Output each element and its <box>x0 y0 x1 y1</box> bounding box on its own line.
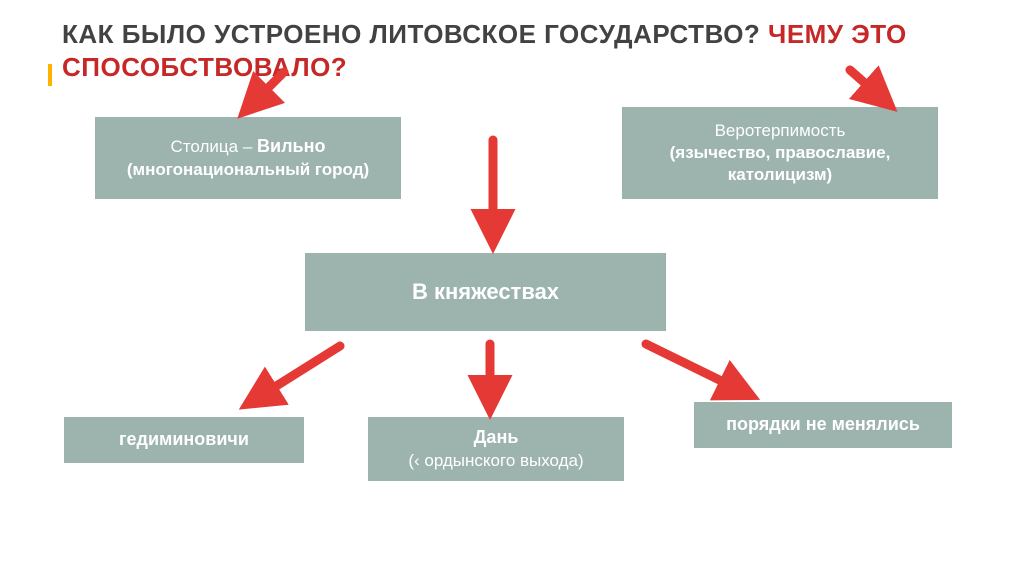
tolerance-line2: (язычество, православие, католицизм) <box>636 142 924 186</box>
order-line1: порядки не менялись <box>726 413 920 436</box>
tribute-line1: Дань <box>474 426 519 449</box>
box-order: порядки не менялись <box>692 400 954 450</box>
gedimin-line1: гедиминовичи <box>119 428 249 451</box>
arrow-center-to-gedimin <box>254 346 340 400</box>
capital-line1-bold: Вильно <box>257 136 325 156</box>
box-capital: Столица – Вильно (многонациональный горо… <box>93 115 403 201</box>
box-center: В княжествах <box>303 251 668 333</box>
capital-line2: (многонациональный город) <box>127 159 369 181</box>
box-tolerance: Веротерпимость (язычество, православие, … <box>620 105 940 201</box>
center-line1: В княжествах <box>412 278 559 307</box>
tribute-line2: (‹ ордынского выхода) <box>408 450 583 472</box>
box-gedimin: гедиминовичи <box>62 415 306 465</box>
title-part1: КАК БЫЛО УСТРОЕНО ЛИТОВСКОЕ ГОСУДАРСТВО? <box>62 19 760 49</box>
box-tribute: Дань (‹ ордынского выхода) <box>366 415 626 483</box>
arrow-center-to-order <box>646 344 744 392</box>
capital-line1-pre: Столица – <box>171 137 257 156</box>
slide-title: КАК БЫЛО УСТРОЕНО ЛИТОВСКОЕ ГОСУДАРСТВО?… <box>62 18 984 83</box>
accent-marker <box>48 64 52 86</box>
tolerance-line1: Веротерпимость <box>715 120 846 142</box>
